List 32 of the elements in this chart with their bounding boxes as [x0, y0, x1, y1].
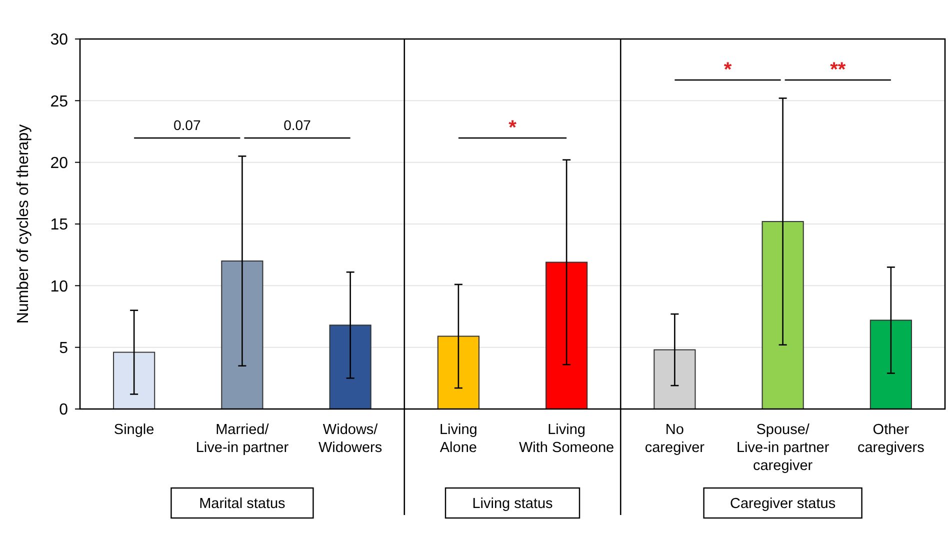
- bar: [870, 320, 912, 410]
- y-tick-label: 30: [50, 32, 68, 49]
- x-tick-label: No caregiver: [644, 422, 705, 456]
- text: Marital status: [199, 496, 286, 512]
- y-tick-label: 25: [50, 93, 68, 110]
- y-tick-label: 10: [50, 278, 68, 296]
- bar: [329, 324, 372, 410]
- annotation: *: [724, 59, 732, 81]
- bar: [654, 349, 696, 410]
- x-tick-label: Other caregivers: [857, 422, 924, 456]
- annotation: *: [508, 117, 517, 139]
- x-tick-label: Living Alone: [439, 422, 478, 456]
- x-tick-label: Married/ Live-in partner: [196, 422, 289, 456]
- bar: [546, 262, 588, 410]
- x-tick-label: Widows/ Widowers: [318, 422, 382, 456]
- x-tick-label: Spouse/ Live-in partner caregiver: [736, 422, 830, 474]
- bar: [113, 352, 156, 410]
- text: Living status: [472, 496, 553, 512]
- y-axis-title: Number of cycles of therapy: [15, 124, 32, 324]
- x-tick-label: Living With Someone: [519, 422, 614, 456]
- annotation: **: [830, 59, 846, 81]
- annotation: 0.07: [174, 117, 201, 133]
- y-tick-label: 20: [50, 154, 68, 172]
- y-tick-label: 15: [50, 216, 68, 234]
- annotation: 0.07: [284, 117, 312, 133]
- x-tick-label: Single: [114, 422, 154, 438]
- y-tick-label: 5: [59, 340, 68, 357]
- bar: [437, 336, 480, 410]
- bar: [221, 260, 264, 410]
- y-tick-label: 0: [59, 402, 68, 419]
- text: Caregiver status: [730, 496, 836, 512]
- bar: [762, 221, 804, 410]
